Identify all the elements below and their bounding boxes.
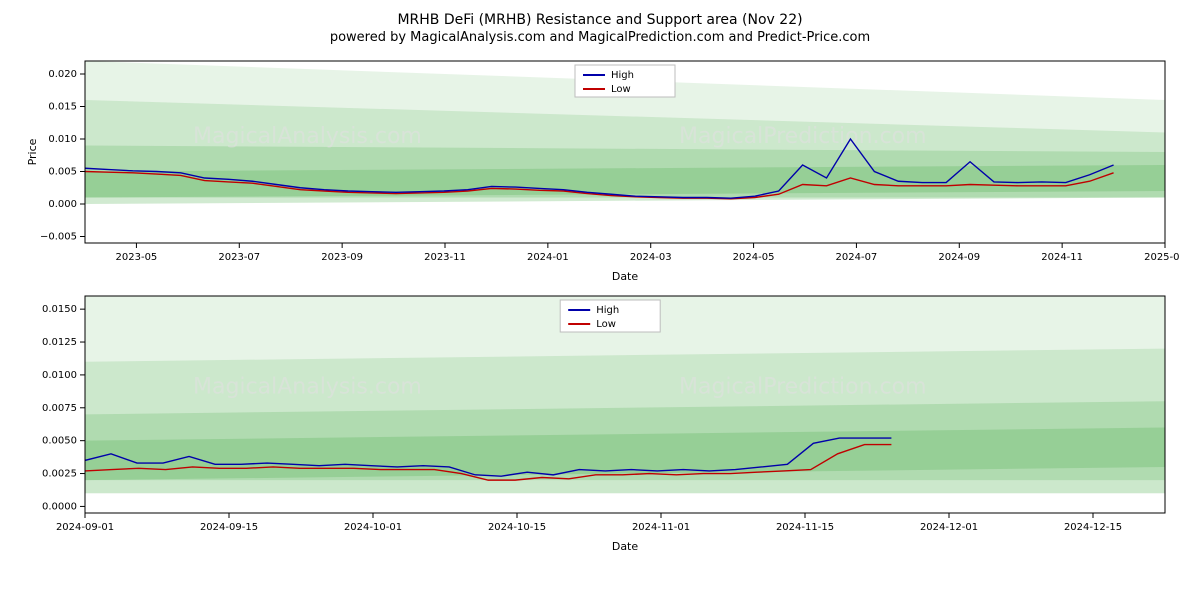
- y-tick-label: 0.0000: [42, 501, 77, 512]
- x-tick-label: 2024-11: [1041, 252, 1083, 263]
- x-tick-label: 2024-12-01: [920, 522, 978, 533]
- x-tick-label: 2024-10-15: [488, 522, 546, 533]
- bottom-chart: MagicalAnalysis.com MagicalPrediction.com…: [20, 288, 1180, 558]
- y-tick-label: 0.0050: [42, 436, 77, 447]
- x-tick-label: 2024-07: [836, 252, 878, 263]
- legend-high-label: High: [596, 305, 619, 316]
- y-tick-label: −0.005: [40, 232, 77, 243]
- y-axis-label: Price: [26, 138, 39, 165]
- y-tick-label: 0.0125: [42, 337, 77, 348]
- y-tick-label: 0.010: [48, 134, 77, 145]
- x-tick-label: 2024-09-15: [200, 522, 258, 533]
- watermark: MagicalAnalysis.com: [193, 375, 422, 400]
- x-tick-label: 2024-10-01: [344, 522, 402, 533]
- x-axis-label: Date: [612, 270, 639, 283]
- y-tick-label: 0.020: [48, 69, 77, 80]
- y-tick-label: 0.000: [48, 199, 77, 210]
- y-tick-label: 0.015: [48, 102, 77, 113]
- y-tick-label: 0.0025: [42, 469, 77, 480]
- x-tick-label: 2024-09: [938, 252, 980, 263]
- chart-title: MRHB DeFi (MRHB) Resistance and Support …: [20, 12, 1180, 28]
- x-tick-label: 2024-11-01: [632, 522, 690, 533]
- y-tick-label: 0.0100: [42, 370, 77, 381]
- top-chart: MagicalAnalysis.com MagicalPrediction.com…: [20, 53, 1180, 288]
- legend-low-label: Low: [611, 84, 631, 95]
- x-tick-label: 2024-12-15: [1064, 522, 1122, 533]
- y-tick-label: 0.005: [48, 167, 77, 178]
- watermark: MagicalPrediction.com: [679, 124, 927, 149]
- watermark: MagicalPrediction.com: [679, 375, 927, 400]
- legend-high-label: High: [611, 70, 634, 81]
- x-tick-label: 2023-09: [321, 252, 363, 263]
- y-tick-label: 0.0150: [42, 304, 77, 315]
- x-tick-label: 2024-03: [630, 252, 672, 263]
- x-tick-label: 2024-05: [733, 252, 775, 263]
- x-tick-label: 2024-11-15: [776, 522, 834, 533]
- x-axis-label: Date: [612, 540, 639, 553]
- x-tick-label: 2023-05: [116, 252, 158, 263]
- chart-subtitle: powered by MagicalAnalysis.com and Magic…: [20, 30, 1180, 45]
- x-tick-label: 2023-11: [424, 252, 466, 263]
- x-tick-label: 2024-01: [527, 252, 569, 263]
- x-tick-label: 2025-01: [1144, 252, 1180, 263]
- x-tick-label: 2024-09-01: [56, 522, 114, 533]
- y-tick-label: 0.0075: [42, 403, 77, 414]
- x-tick-label: 2023-07: [218, 252, 260, 263]
- watermark: MagicalAnalysis.com: [193, 124, 422, 149]
- legend-low-label: Low: [596, 319, 616, 330]
